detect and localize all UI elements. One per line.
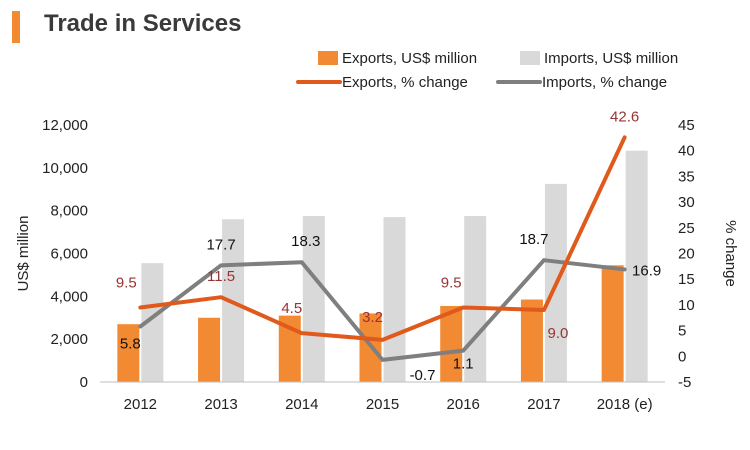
y-tick-label: 8,000	[50, 203, 88, 220]
imports-bar-0	[141, 263, 164, 382]
exports-bar-0	[117, 324, 140, 382]
y2-tick-label: 20	[678, 246, 695, 263]
data-labels-group: 9.5 11.5 4.5 3.2 9.5 9.0 42.6 5.8 17.7 18.3 -0.7 1.…	[116, 108, 661, 384]
x-tick-label: 2018 (e)	[597, 396, 653, 413]
chart-title: Trade in Services	[44, 10, 242, 37]
y-tick-label: 4,000	[50, 288, 88, 305]
x-tick-label: 2013	[204, 396, 237, 413]
imports-change-label: 18.7	[519, 231, 548, 248]
legend-exports-line-label: Exports, % change	[342, 74, 468, 91]
legend-exports-bar-label: Exports, US$ million	[342, 50, 477, 67]
y2-tick-label: 40	[678, 143, 695, 160]
exports-change-label: 11.5	[207, 268, 235, 285]
imports-change-label: 18.3	[291, 233, 320, 250]
exports-bar-6	[601, 265, 624, 382]
imports-bar-3	[383, 217, 406, 382]
y2-tick-label: 0	[678, 348, 686, 365]
imports-change-label: -0.7	[410, 367, 436, 384]
y2-tick-label: 15	[678, 271, 695, 288]
exports-change-label: 42.6	[610, 108, 639, 125]
y-tick-label: 12,000	[42, 117, 88, 134]
y2-tick-label: 45	[678, 117, 695, 134]
y2-tick-label: -5	[678, 374, 691, 391]
imports-bar-6	[625, 150, 648, 382]
y-tick-label: 0	[80, 374, 88, 391]
exports-change-label: 4.5	[281, 300, 302, 317]
y2-tick-label: 10	[678, 297, 695, 314]
y-tick-label: 10,000	[42, 160, 88, 177]
legend-imports-bar-label: Imports, US$ million	[544, 50, 678, 67]
legend-imports-line-label: Imports, % change	[542, 74, 667, 91]
y2-tick-label: 5	[678, 323, 686, 340]
exports-bar-4	[440, 305, 463, 382]
imports-change-line	[138, 258, 627, 362]
imports-change-label: 16.9	[632, 262, 661, 279]
x-tick-label: 2017	[527, 396, 560, 413]
imports-bar-2	[302, 216, 325, 382]
imports-change-label: 17.7	[206, 236, 235, 253]
exports-change-label: 3.2	[362, 309, 383, 326]
line-series-group	[138, 135, 627, 362]
y-tick-label: 2,000	[50, 331, 88, 348]
imports-change-label: 1.1	[453, 356, 474, 373]
chart-legend: Exports, US$ million Imports, US$ million…	[296, 50, 678, 91]
x-tick-label: 2016	[447, 396, 480, 413]
exports-change-label: 9.5	[441, 274, 462, 291]
legend-imports-bar-swatch	[520, 51, 540, 65]
exports-change-label: 9.0	[547, 325, 568, 342]
x-tick-label: 2014	[285, 396, 318, 413]
exports-bar-1	[198, 317, 221, 382]
y-axis-title: US$ million	[15, 216, 32, 292]
x-tick-label: 2012	[124, 396, 157, 413]
exports-bar-5	[520, 299, 543, 382]
bar-series-group	[117, 150, 648, 382]
y2-tick-label: 30	[678, 194, 695, 211]
axes-group: 2012 2013 2014 2015 2016 2017 2018 (e)02,0004,…	[15, 117, 739, 413]
x-tick-label: 2015	[366, 396, 399, 413]
y-tick-label: 6,000	[50, 246, 88, 263]
y2-tick-label: 35	[678, 168, 695, 185]
exports-change-line	[138, 135, 627, 342]
title-accent-bar	[12, 11, 20, 43]
exports-change-label: 9.5	[116, 274, 137, 291]
y2-axis-title: % change	[722, 220, 739, 287]
legend-exports-bar-swatch	[318, 51, 338, 65]
y2-tick-label: 25	[678, 220, 695, 237]
imports-change-label: 5.8	[120, 335, 141, 352]
